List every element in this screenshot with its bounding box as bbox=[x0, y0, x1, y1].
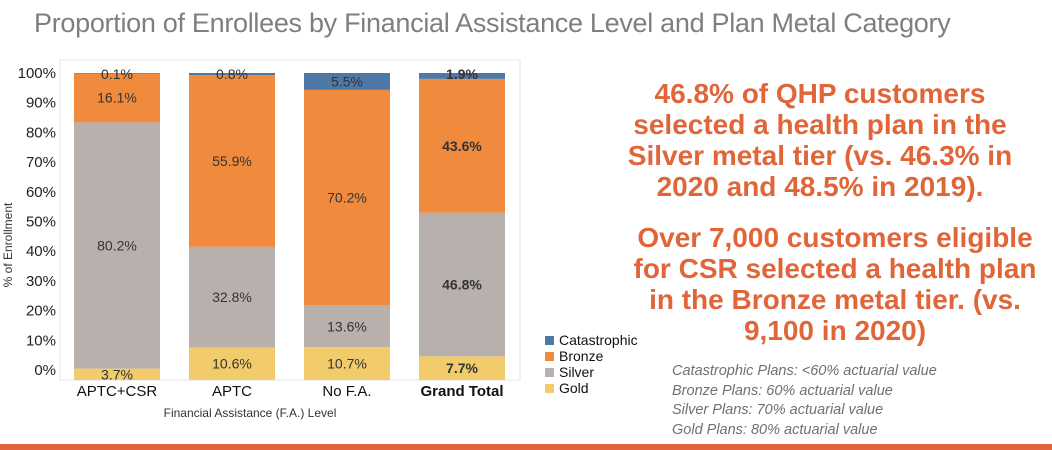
y-tick-label: 30% bbox=[26, 273, 56, 290]
x-tick-label: Grand Total bbox=[420, 383, 503, 400]
y-tick-label: 70% bbox=[26, 154, 56, 171]
data-label: 10.6% bbox=[212, 356, 252, 372]
bar-bronze bbox=[189, 75, 275, 247]
legend-swatch-gold bbox=[545, 384, 554, 393]
data-label: 80.2% bbox=[97, 238, 137, 254]
plot-area bbox=[59, 59, 521, 381]
bar-bronze bbox=[74, 73, 160, 123]
legend-swatch-catastrophic bbox=[545, 336, 554, 345]
data-label: 10.7% bbox=[327, 356, 367, 372]
legend-label-catastrophic: Catastrophic bbox=[559, 332, 638, 348]
bar-gold bbox=[304, 347, 390, 380]
bar-gold bbox=[419, 356, 505, 380]
data-label: 43.6% bbox=[442, 138, 482, 154]
data-label: 70.2% bbox=[327, 190, 367, 206]
legend-label-silver: Silver bbox=[559, 364, 594, 380]
footer-accent-bar bbox=[0, 444, 1052, 450]
data-label: 3.7% bbox=[101, 366, 133, 382]
y-tick-label: 0% bbox=[34, 362, 56, 379]
x-tick-label: No F.A. bbox=[322, 383, 371, 400]
data-label: 46.8% bbox=[442, 277, 482, 293]
callout-silver: 46.8% of QHP customers selected a health… bbox=[627, 78, 1013, 202]
note-catastrophic: Catastrophic Plans: <60% actuarial value bbox=[672, 363, 937, 379]
bar-catastrophic bbox=[304, 73, 390, 90]
data-label: 7.7% bbox=[446, 360, 478, 376]
data-label: 0.8% bbox=[216, 66, 248, 82]
note-silver: Silver Plans: 70% actuarial value bbox=[672, 402, 884, 418]
y-tick-label: 100% bbox=[18, 65, 56, 82]
data-label: 5.5% bbox=[331, 73, 363, 89]
x-axis-title: Financial Assistance (F.A.) Level bbox=[164, 406, 337, 420]
stacked-bar-chart: 0% 10% 20% 30% 40% 50% 60% 70% 80% 90% 100% % of En… bbox=[1, 59, 638, 420]
y-tick-label: 20% bbox=[26, 303, 56, 320]
data-label: 16.1% bbox=[97, 90, 137, 106]
bar-silver bbox=[304, 305, 390, 348]
x-tick-label: APTC+CSR bbox=[77, 383, 158, 400]
bar-silver bbox=[419, 212, 505, 357]
bar-gold bbox=[189, 347, 275, 380]
data-label: 0.1% bbox=[101, 66, 133, 82]
y-tick-label: 10% bbox=[26, 332, 56, 349]
y-tick-label: 80% bbox=[26, 124, 56, 141]
y-tick-label: 90% bbox=[26, 95, 56, 112]
legend-label-bronze: Bronze bbox=[559, 348, 604, 364]
bar-bronze bbox=[304, 89, 390, 306]
y-tick-label: 50% bbox=[26, 214, 56, 231]
bar-catastrophic bbox=[74, 73, 160, 74]
plan-notes: Catastrophic Plans: <60% actuarial value… bbox=[672, 362, 937, 440]
y-tick-label: 60% bbox=[26, 184, 56, 201]
callout-bronze: Over 7,000 customers eligible for CSR se… bbox=[633, 222, 1037, 346]
y-tick-label: 40% bbox=[26, 243, 56, 260]
legend-swatch-bronze bbox=[545, 352, 554, 361]
bar-gold bbox=[74, 368, 160, 380]
data-label: 55.9% bbox=[212, 153, 252, 169]
bar-silver bbox=[189, 246, 275, 348]
legend-label-gold: Gold bbox=[559, 380, 589, 396]
y-axis-title: % of Enrollment bbox=[1, 202, 15, 287]
bar-bronze bbox=[419, 78, 505, 213]
data-label: 13.6% bbox=[327, 318, 367, 334]
note-gold: Gold Plans: 80% actuarial value bbox=[672, 421, 878, 438]
data-label: 1.9% bbox=[446, 66, 478, 82]
page-title: Proportion of Enrollees by Financial Ass… bbox=[34, 8, 951, 38]
bar-catastrophic bbox=[189, 73, 275, 76]
bar-silver bbox=[74, 122, 160, 369]
bar-catastrophic bbox=[419, 73, 505, 79]
note-bronze: Bronze Plans: 60% actuarial value bbox=[672, 382, 893, 399]
data-label: 32.8% bbox=[212, 289, 252, 305]
x-tick-label: APTC bbox=[212, 383, 252, 400]
legend-swatch-silver bbox=[545, 368, 554, 377]
